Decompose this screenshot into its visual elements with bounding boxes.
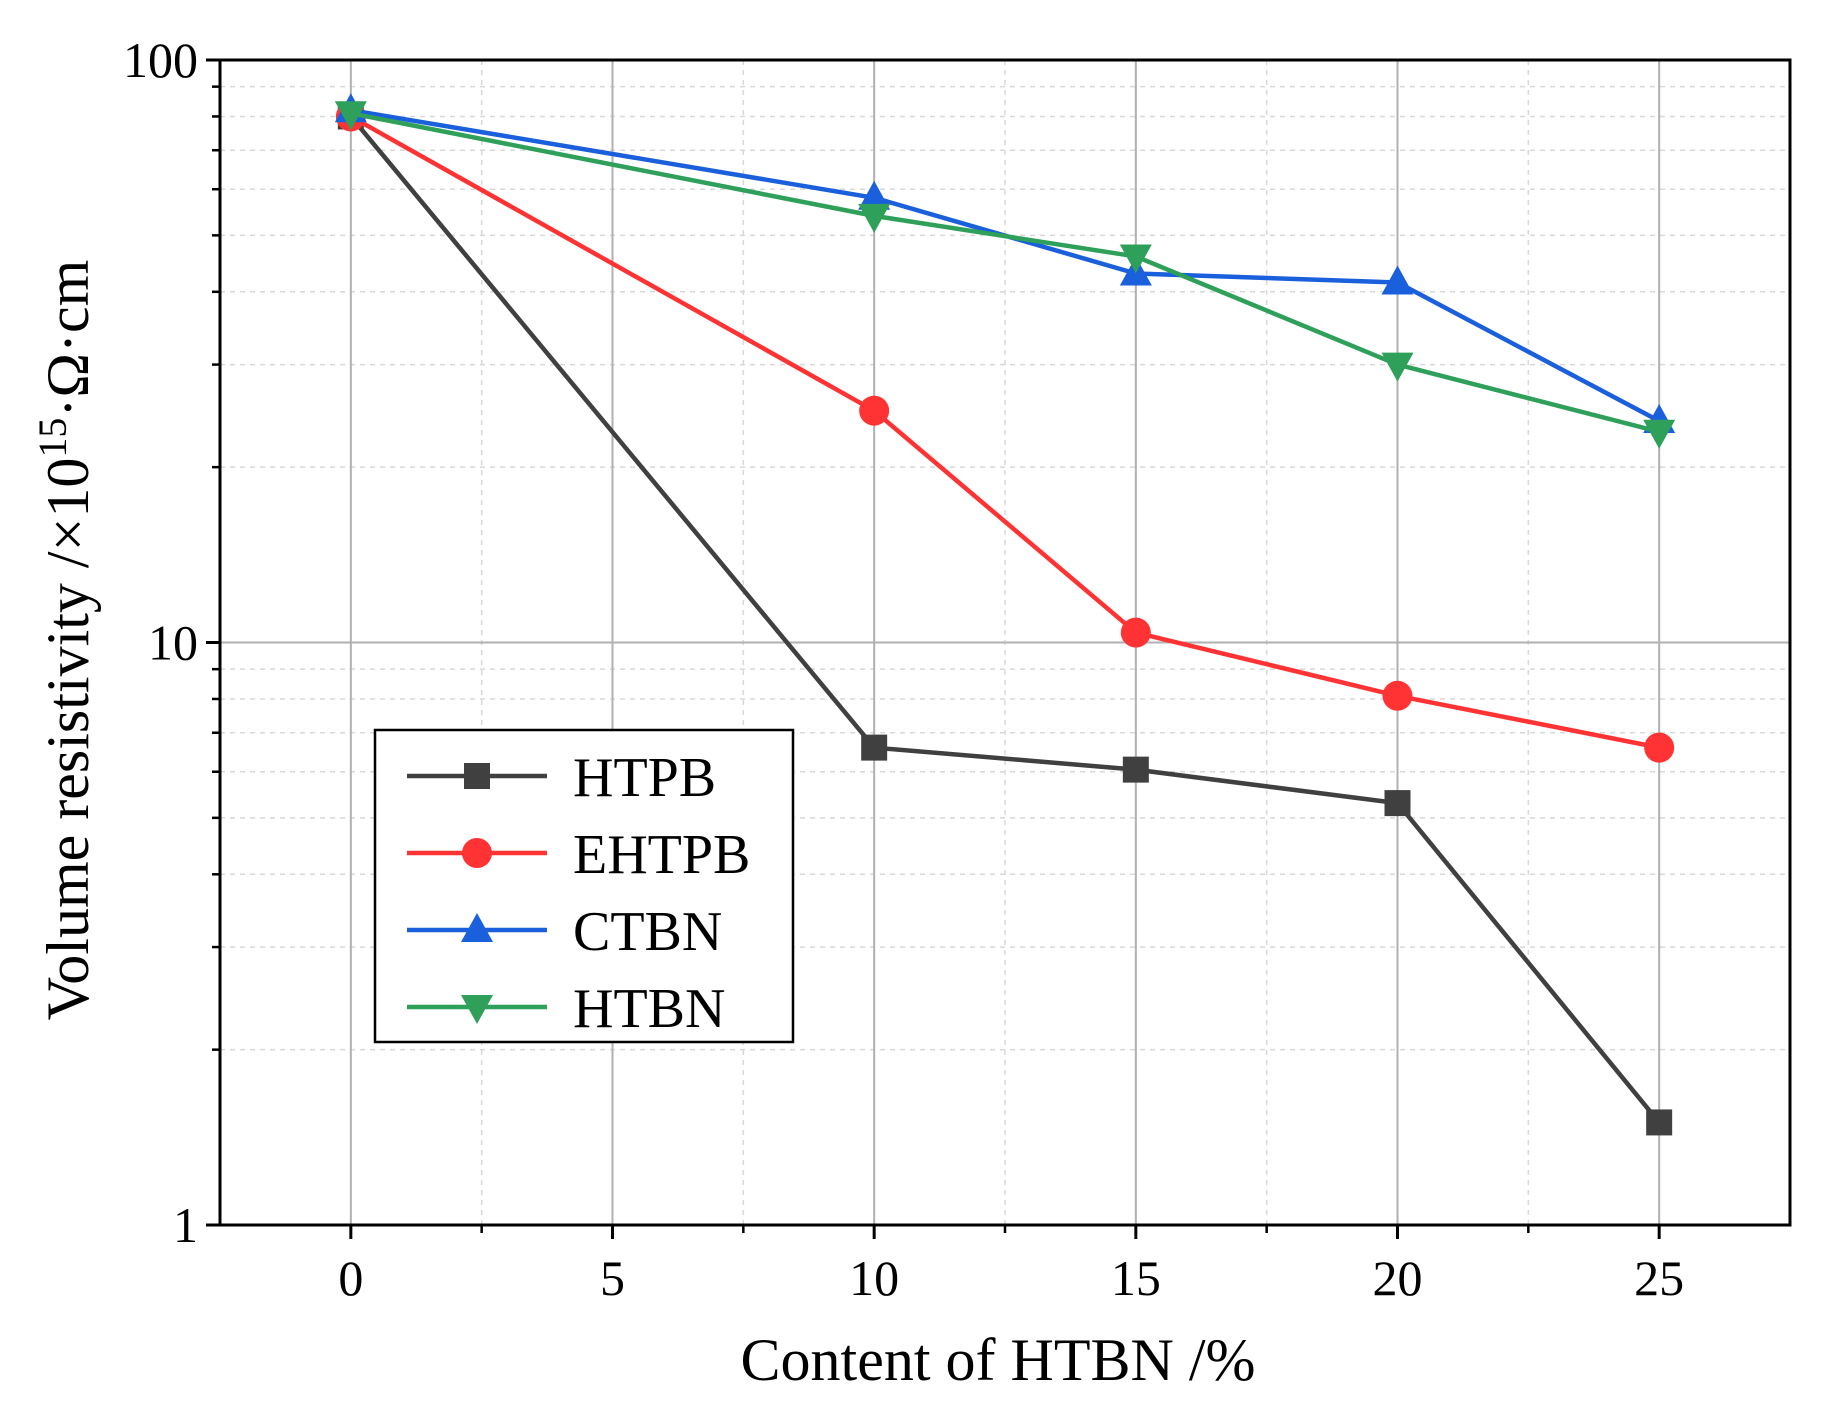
point-ehtpb-x25 — [1644, 732, 1675, 763]
legend-marker-htbn — [461, 995, 493, 1024]
legend-label-htbn: HTBN — [573, 978, 725, 1040]
y-axis-title-sup: 15 — [30, 418, 75, 458]
point-ehtpb-x20 — [1382, 680, 1413, 711]
legend-label-ehtpb: EHTPB — [573, 824, 750, 886]
y-tick-label-10: 10 — [148, 615, 198, 671]
point-ctbn-x10 — [858, 180, 891, 210]
y-axis-title: Volume resistivity /×1015·Ω·cm — [30, 260, 101, 1021]
legend-box — [373, 728, 795, 1044]
x-tick-label-10: 10 — [849, 1250, 899, 1306]
point-htbn-x15 — [1119, 244, 1152, 274]
point-htpb-x25 — [1646, 1109, 1673, 1136]
ticks: 0 5 10 15 20 25 1 10 100 — [123, 32, 1684, 1306]
point-htpb-x20 — [1384, 790, 1411, 817]
legend-marker-ctbn — [461, 913, 493, 942]
x-tick-label-15: 15 — [1111, 1250, 1161, 1306]
point-htbn-x25 — [1643, 419, 1676, 449]
legend-label-htpb: HTPB — [573, 747, 716, 809]
point-ehtpb-x10 — [859, 395, 890, 426]
legend-marker-htpb — [464, 763, 490, 789]
x-axis-title: Content of HTBN /% — [741, 1327, 1256, 1393]
point-ehtpb-x15 — [1120, 617, 1151, 648]
y-axis-title-main: Volume resistivity /×10 — [35, 458, 101, 1021]
x-tick-label-25: 25 — [1634, 1250, 1684, 1306]
series-htbn — [334, 101, 1676, 449]
point-ctbn-x20 — [1381, 265, 1414, 295]
x-tick-label-0: 0 — [338, 1250, 363, 1306]
point-htbn-x10 — [858, 203, 891, 233]
legend-label-ctbn: CTBN — [573, 901, 722, 963]
x-tick-label-5: 5 — [600, 1250, 625, 1306]
point-htpb-x15 — [1122, 756, 1149, 783]
series-layer — [334, 93, 1676, 1136]
x-tick-label-20: 20 — [1373, 1250, 1423, 1306]
legend-marker-ehtpb — [462, 838, 492, 868]
y-tick-label-1: 1 — [173, 1197, 198, 1253]
point-htbn-x0 — [334, 101, 367, 131]
point-htpb-x10 — [861, 734, 888, 761]
point-htbn-x20 — [1381, 352, 1414, 382]
y-axis-title-tail: ·Ω·cm — [35, 260, 101, 418]
legend: HTPB EHTPB CTBN HTBN — [373, 728, 795, 1044]
y-tick-label-100: 100 — [123, 32, 198, 88]
